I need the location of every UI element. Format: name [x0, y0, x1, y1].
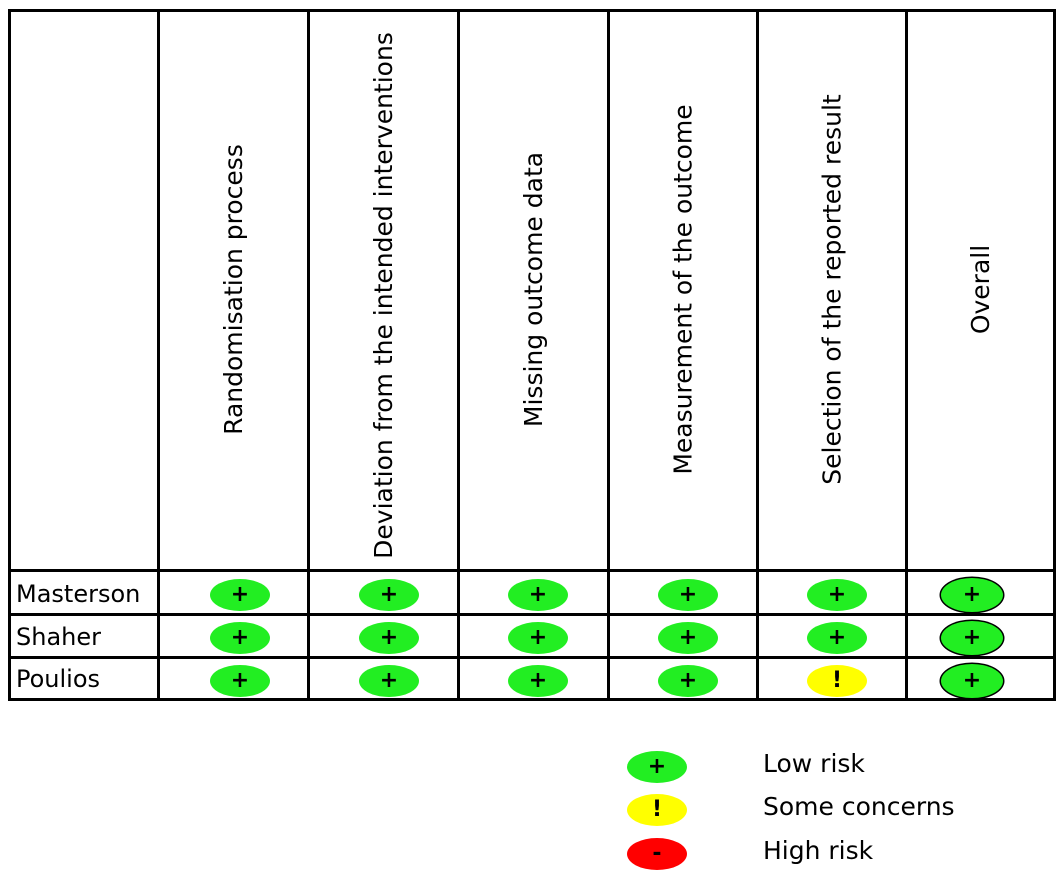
risk-marker-symbol: +	[528, 582, 548, 607]
column-divider	[607, 9, 610, 701]
table-border-top	[8, 9, 1056, 12]
legend-some-concerns-marker: !	[627, 794, 687, 826]
study-name-row-2: Shaher	[16, 623, 101, 651]
legend-label: Some concerns	[763, 792, 955, 821]
risk-marker-low: +	[508, 665, 568, 697]
risk-marker-low: +	[807, 622, 867, 654]
risk-marker-symbol: +	[678, 668, 698, 693]
risk-marker-low: +	[508, 579, 568, 611]
risk-marker-symbol: !	[831, 668, 843, 693]
risk-marker-symbol: +	[827, 625, 847, 650]
risk-marker-symbol: +	[379, 625, 399, 650]
risk-marker-low: +	[359, 622, 419, 654]
table-border-bottom	[8, 698, 1056, 701]
risk-marker-low: +	[941, 621, 1003, 655]
column-header-deviation: Deviation from the intended intervention…	[310, 9, 457, 569]
risk-marker-symbol: +	[962, 625, 982, 650]
column-divider	[157, 9, 160, 701]
column-divider	[457, 9, 460, 701]
column-header-label: Missing outcome data	[519, 151, 548, 427]
column-header-selection: Selection of the reported result	[759, 9, 905, 569]
risk-marker-symbol: +	[827, 582, 847, 607]
column-header-overall: Overall	[908, 9, 1053, 569]
column-header-label: Randomisation process	[219, 143, 249, 435]
table-border-right	[1053, 9, 1056, 701]
column-divider	[307, 9, 310, 701]
legend-marker-symbol: +	[647, 754, 667, 779]
risk-marker-low: +	[658, 622, 718, 654]
risk-marker-low: +	[508, 622, 568, 654]
risk-marker-symbol: +	[962, 668, 982, 693]
risk-marker-symbol: +	[379, 582, 399, 607]
row-divider	[8, 613, 1056, 616]
column-divider	[905, 9, 908, 701]
study-name-row-1: Masterson	[16, 580, 141, 608]
table-border-left	[8, 9, 11, 701]
legend-label: Low risk	[763, 749, 865, 778]
risk-marker-low: +	[210, 665, 270, 697]
risk-of-bias-table: Randomisation process Deviation from the…	[8, 9, 1056, 701]
column-header-label: Selection of the reported result	[817, 93, 847, 485]
risk-marker-some: !	[807, 665, 867, 697]
column-header-label: Measurement of the outcome	[668, 103, 698, 475]
risk-marker-low: +	[210, 579, 270, 611]
column-header-label: Overall	[966, 244, 995, 334]
column-header-measurement: Measurement of the outcome	[610, 9, 756, 569]
column-header-label: Deviation from the intended intervention…	[369, 31, 399, 559]
column-header-randomisation: Randomisation process	[160, 9, 307, 569]
risk-marker-low: +	[359, 665, 419, 697]
legend-low-risk-marker: +	[627, 751, 687, 783]
risk-marker-symbol: +	[962, 582, 982, 607]
risk-marker-low: +	[359, 579, 419, 611]
risk-marker-low: +	[658, 579, 718, 611]
row-divider	[8, 656, 1056, 659]
risk-marker-low: +	[210, 622, 270, 654]
risk-marker-symbol: +	[528, 668, 548, 693]
risk-marker-low: +	[941, 578, 1003, 612]
risk-marker-symbol: +	[678, 582, 698, 607]
legend-high-risk-marker: -	[627, 838, 687, 870]
risk-marker-symbol: +	[528, 625, 548, 650]
column-divider	[756, 9, 759, 701]
legend-marker-symbol: -	[652, 841, 662, 866]
risk-marker-low: +	[941, 664, 1003, 698]
risk-marker-symbol: +	[678, 625, 698, 650]
risk-marker-symbol: +	[230, 625, 250, 650]
study-name-row-3: Poulios	[16, 665, 101, 693]
column-header-missing-data: Missing outcome data	[460, 9, 607, 569]
risk-marker-low: +	[807, 579, 867, 611]
risk-marker-low: +	[658, 665, 718, 697]
legend-marker-symbol: !	[651, 797, 663, 822]
risk-marker-symbol: +	[230, 668, 250, 693]
legend-label: High risk	[763, 836, 874, 865]
header-divider	[8, 569, 1056, 572]
risk-marker-symbol: +	[230, 582, 250, 607]
risk-marker-symbol: +	[379, 668, 399, 693]
